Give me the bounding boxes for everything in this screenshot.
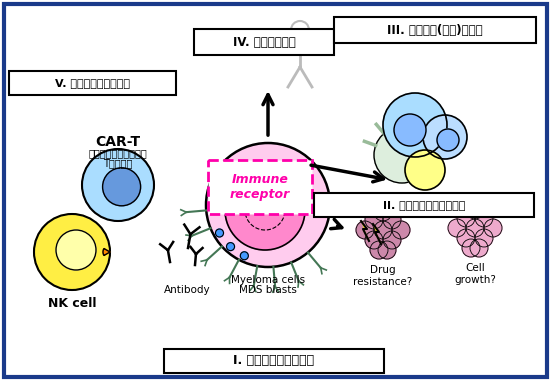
Circle shape (475, 209, 493, 227)
Circle shape (383, 231, 401, 249)
FancyBboxPatch shape (314, 193, 534, 217)
Circle shape (365, 211, 383, 229)
Text: CAR-T: CAR-T (95, 135, 141, 149)
FancyBboxPatch shape (208, 160, 312, 214)
Text: T細胞療法: T細胞療法 (104, 158, 133, 168)
Circle shape (470, 239, 488, 257)
FancyBboxPatch shape (164, 349, 384, 373)
FancyBboxPatch shape (9, 71, 176, 95)
Circle shape (383, 211, 401, 229)
Circle shape (466, 219, 484, 237)
Text: Immune
receptor: Immune receptor (230, 173, 290, 201)
Circle shape (102, 168, 141, 206)
Text: Myeloma cells: Myeloma cells (231, 275, 305, 285)
Circle shape (457, 209, 475, 227)
Circle shape (475, 229, 493, 247)
Text: MDS blasts: MDS blasts (239, 285, 297, 295)
Circle shape (484, 219, 502, 237)
Text: I. 免疫関連分子の発現: I. 免疫関連分子の発現 (234, 354, 315, 368)
Circle shape (374, 203, 392, 221)
Circle shape (392, 221, 410, 239)
Text: II. 腫瘍細胞における機能: II. 腫瘍細胞における機能 (383, 200, 465, 210)
Circle shape (437, 129, 459, 151)
Circle shape (225, 170, 305, 250)
Circle shape (56, 230, 96, 270)
Circle shape (466, 201, 484, 219)
Circle shape (448, 219, 466, 237)
Circle shape (394, 114, 426, 146)
Polygon shape (373, 224, 381, 244)
Circle shape (226, 243, 235, 251)
Circle shape (405, 150, 445, 190)
Text: Antibody: Antibody (164, 285, 210, 295)
Circle shape (365, 231, 383, 249)
Circle shape (206, 143, 330, 267)
Circle shape (356, 221, 374, 239)
Circle shape (383, 93, 447, 157)
FancyBboxPatch shape (4, 4, 547, 377)
Circle shape (457, 229, 475, 247)
Circle shape (462, 239, 480, 257)
FancyBboxPatch shape (194, 29, 334, 55)
Text: Drug
resistance?: Drug resistance? (353, 265, 413, 287)
Polygon shape (361, 221, 369, 241)
Circle shape (240, 252, 249, 260)
Circle shape (34, 214, 110, 290)
Text: NK cell: NK cell (48, 297, 96, 310)
Circle shape (378, 241, 396, 259)
Text: III. 腫瘍環境(免疫)へ影響: III. 腫瘍環境(免疫)へ影響 (387, 24, 483, 37)
Circle shape (215, 229, 224, 237)
FancyBboxPatch shape (334, 17, 536, 43)
Circle shape (370, 241, 388, 259)
Text: Cell
growth?: Cell growth? (454, 263, 496, 285)
Text: キメラ抗原受容体発現: キメラ抗原受容体発現 (89, 148, 147, 158)
Circle shape (374, 127, 430, 183)
Circle shape (374, 221, 392, 239)
Circle shape (423, 115, 467, 159)
Circle shape (82, 149, 154, 221)
Wedge shape (103, 248, 110, 256)
Text: V. 免疫細胞療法の検討: V. 免疫細胞療法の検討 (55, 78, 130, 88)
Text: IV. 病態との関連: IV. 病態との関連 (233, 35, 295, 48)
